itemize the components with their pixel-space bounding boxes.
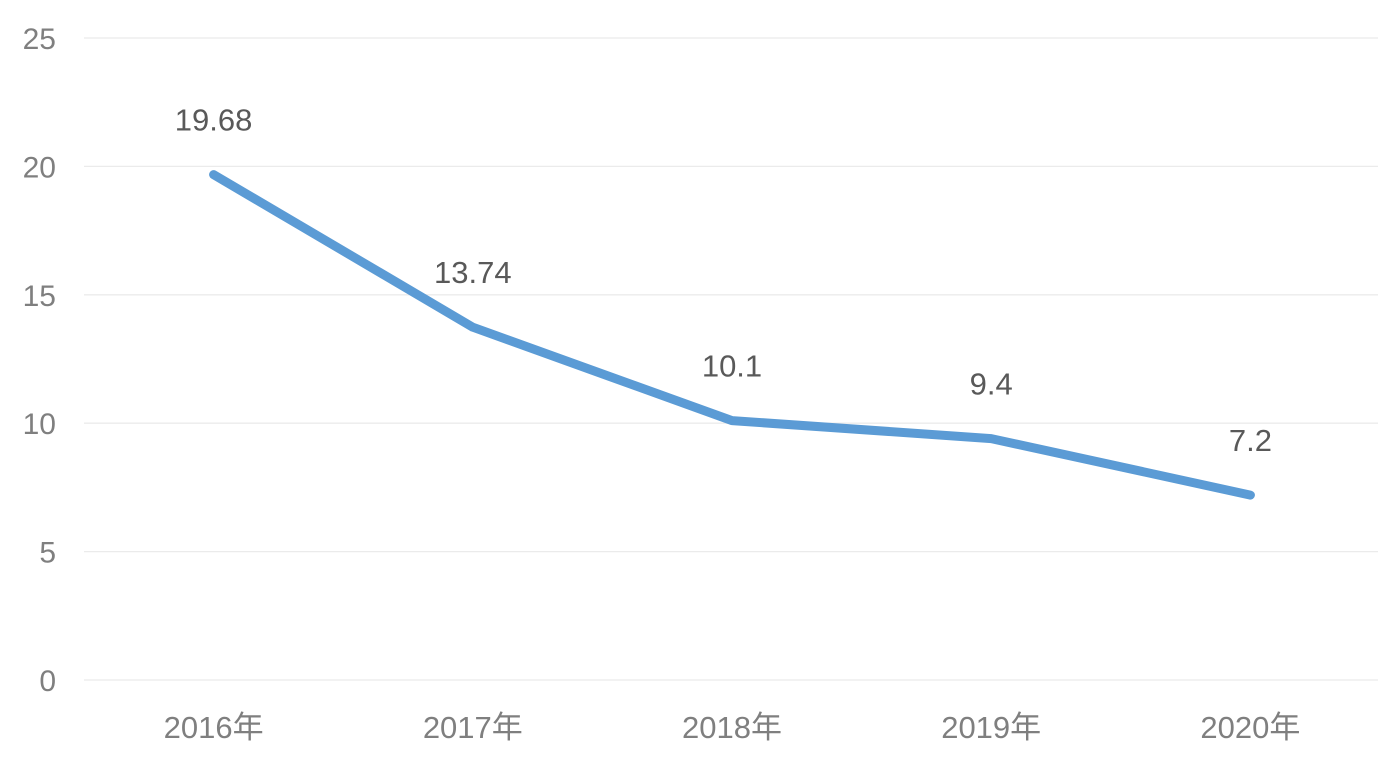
x-tick-label: 2016年	[164, 710, 264, 745]
y-axis-ticks: 0 5 10 15 20 25	[23, 23, 56, 698]
data-label: 19.68	[175, 103, 253, 138]
x-tick-label: 2019年	[941, 710, 1041, 745]
x-tick-label: 2020年	[1200, 710, 1300, 745]
data-labels: 19.68 13.74 10.1 9.4 7.2	[175, 103, 1272, 458]
x-tick-label: 2017年	[423, 710, 523, 745]
data-label: 10.1	[702, 349, 762, 384]
y-tick-label: 25	[23, 23, 56, 56]
data-label: 9.4	[970, 367, 1013, 402]
data-label: 7.2	[1229, 423, 1272, 458]
y-tick-label: 20	[23, 151, 56, 184]
x-tick-label: 2018年	[682, 710, 782, 745]
data-label: 13.74	[434, 255, 512, 290]
y-tick-label: 0	[39, 665, 56, 698]
x-axis-ticks: 2016年 2017年 2018年 2019年 2020年	[164, 710, 1301, 745]
y-tick-label: 15	[23, 280, 56, 313]
series-line	[209, 170, 1255, 500]
series-lines	[209, 170, 1255, 500]
y-tick-label: 5	[39, 537, 56, 570]
y-tick-label: 10	[23, 408, 56, 441]
